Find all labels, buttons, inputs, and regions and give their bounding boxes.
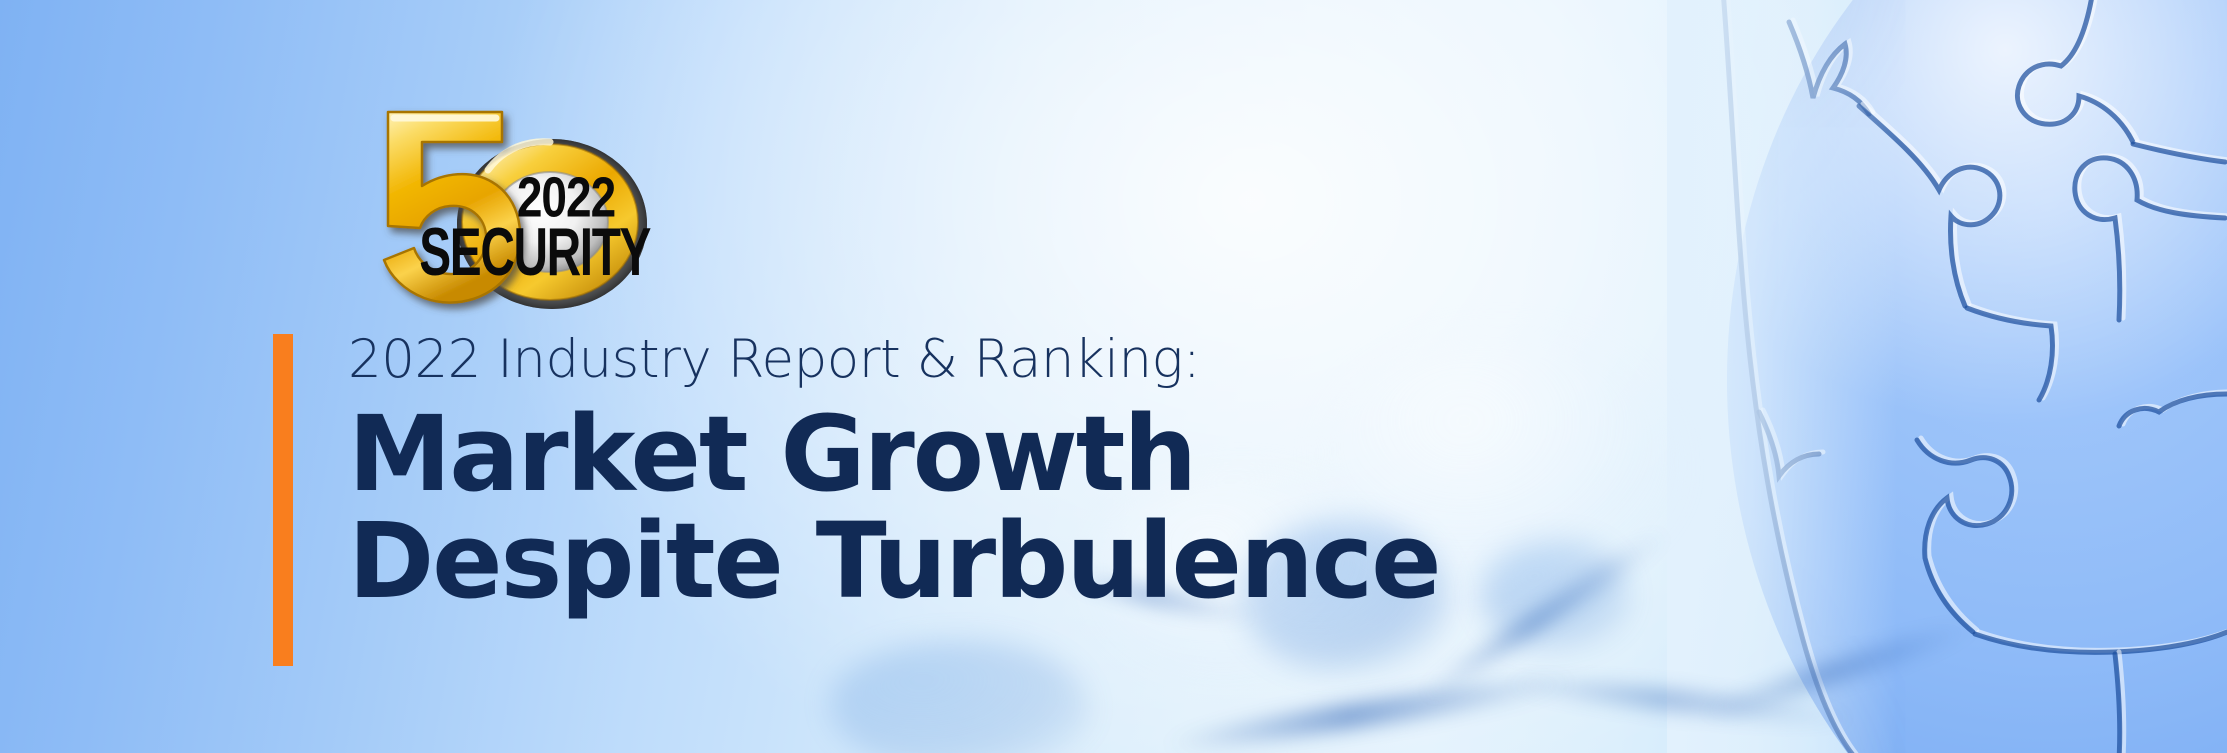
bokeh-shape [1320,330,1680,590]
globe-sphere [1727,0,2227,753]
svg-text:2022: 2022 [517,166,615,228]
banner-text-block: 2022 Industry Report & Ranking: Market G… [348,330,1648,616]
bokeh-shape [1480,540,1630,650]
security-50-logo: 2022 SECURITY [370,98,670,318]
bokeh-shape [1240,520,1450,670]
svg-text:SECURITY: SECURITY [419,215,651,290]
bokeh-shape [830,640,1090,753]
headline-line-1: Market Growth [348,393,1197,516]
report-kicker: 2022 Industry Report & Ranking: [348,329,1201,390]
bokeh-shape [1090,470,1390,680]
headline-line-2: Despite Turbulence [348,500,1442,623]
orange-accent-bar [273,334,293,666]
globe-left-fade [1667,0,1897,753]
page-title: Market Growth Despite Turbulence [348,401,1648,615]
